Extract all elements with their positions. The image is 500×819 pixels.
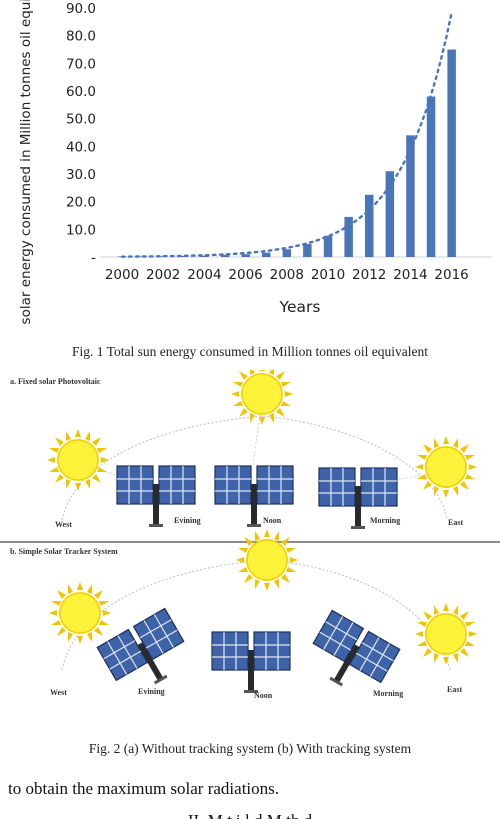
x-tick-label: 2010 — [311, 267, 345, 283]
y-tick-label: - — [91, 250, 96, 266]
bar-2007 — [262, 252, 271, 257]
sun-icon — [48, 581, 112, 645]
figure-1-caption: Fig. 1 Total sun energy consumed in Mill… — [72, 344, 428, 359]
figure-2b-west-label: West — [50, 688, 67, 697]
bar-2010 — [323, 235, 333, 257]
bar-2004 — [200, 255, 209, 257]
figure-2b-title: b. Simple Solar Tracker System — [10, 547, 118, 556]
figure-2b-morning-label: Morning — [373, 689, 403, 698]
section-heading-partial: II. M t i l d M th d — [0, 811, 500, 819]
figure-2a-morning-label: Morning — [370, 516, 400, 525]
body-text-line: to obtain the maximum solar radiations. — [8, 779, 280, 798]
bar-2005 — [220, 254, 230, 257]
figure-2a-east-label: East — [448, 518, 463, 527]
y-tick-label: 50.0 — [66, 112, 96, 128]
x-tick-label: 2000 — [105, 267, 139, 283]
x-axis-label: Years — [279, 298, 321, 316]
y-tick-label: 10.0 — [66, 222, 96, 238]
figure-2a-evening-label: Evining — [174, 516, 201, 525]
y-tick-label: 90.0 — [66, 1, 96, 17]
figure-2b-evening-label: Evining — [138, 687, 165, 696]
bar-2003 — [179, 255, 189, 257]
y-tick-label: 80.0 — [66, 29, 96, 45]
figure-2a-ray-noon — [252, 414, 261, 466]
y-axis-label: Total solar energy consumed in Million t… — [18, 0, 34, 330]
bar-2008 — [282, 249, 292, 257]
fixed-solar-panel-noon — [215, 466, 293, 527]
figure-2-caption: Fig. 2 (a) Without tracking system (b) W… — [88, 741, 412, 756]
x-tick-label: 2012 — [352, 267, 386, 283]
bar-2006 — [241, 254, 250, 257]
figure-2a-west-label: West — [55, 520, 72, 529]
y-tick-label: 60.0 — [66, 84, 96, 100]
y-tick-label: 70.0 — [66, 56, 96, 72]
sun-icon — [414, 435, 478, 499]
bar-2012 — [365, 194, 374, 258]
sun-icon — [230, 370, 294, 426]
x-tick-label: 2002 — [146, 267, 180, 283]
bar-2009 — [303, 244, 312, 257]
bar-2011 — [344, 216, 353, 257]
figure-2a-title: a. Fixed solar Photovoltaic — [10, 377, 101, 386]
bar-2014 — [406, 135, 415, 257]
x-tick-label: 2016 — [434, 267, 468, 283]
bar-2016 — [447, 49, 456, 257]
sun-icon — [414, 602, 478, 666]
bar-2015 — [426, 96, 436, 257]
x-tick-label: 2006 — [228, 267, 262, 283]
sun-icon — [46, 428, 110, 492]
figure-2-illustration: a. Fixed solar Photovoltaic West Evining… — [0, 370, 500, 730]
x-tick-label: 2008 — [270, 267, 304, 283]
y-tick-label: 40.0 — [66, 139, 96, 155]
sun-icon — [235, 528, 299, 592]
figure-2b-noon-label: Noon — [254, 691, 273, 700]
tracker-solar-panel-noon — [212, 632, 290, 693]
bar-2013 — [385, 171, 395, 257]
figure-2b-east-label: East — [447, 685, 462, 694]
x-tick-label: 2014 — [393, 267, 427, 283]
y-tick-label: 20.0 — [66, 195, 96, 211]
figure-2a-noon-label: Noon — [263, 516, 282, 525]
y-tick-label: 30.0 — [66, 167, 96, 183]
figure-1-chart: Total solar energy consumed in Million t… — [18, 0, 492, 330]
trendline — [120, 11, 453, 258]
x-tick-label: 2004 — [187, 267, 221, 283]
